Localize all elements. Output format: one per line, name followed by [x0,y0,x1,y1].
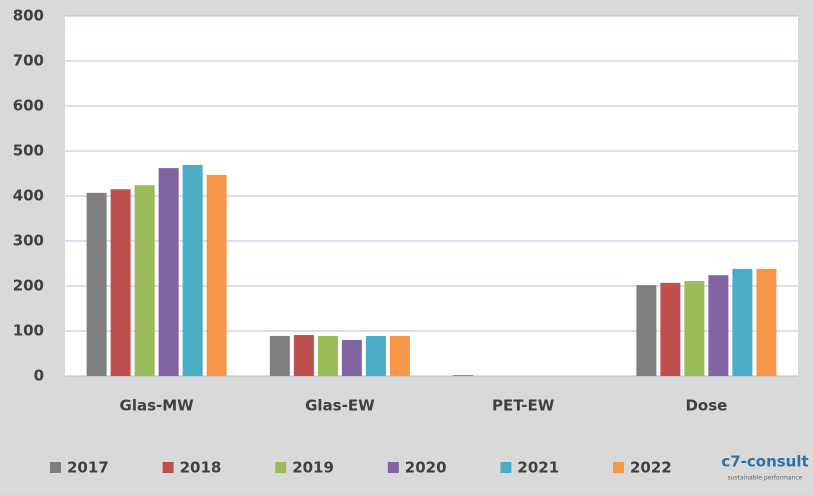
y-tick-label: 700 [13,52,44,70]
y-tick-label: 400 [13,187,44,205]
y-tick-label: 500 [13,142,44,160]
bar [158,168,179,376]
bar [636,285,657,376]
legend-swatch [162,462,174,473]
bar [206,174,227,376]
bar [110,189,131,376]
y-tick-label: 600 [13,97,44,115]
bar [365,335,386,376]
y-tick-label: 200 [13,277,44,295]
legend-swatch [613,462,624,473]
legend-label: 2021 [517,459,559,477]
y-tick-label: 100 [13,322,44,340]
bar [293,335,314,376]
legend-swatch [275,462,287,473]
bar [660,282,681,376]
bar [756,268,777,376]
y-tick-label: 300 [13,232,44,250]
x-tick-label: PET-EW [492,397,555,415]
y-tick-label: 0 [34,367,44,385]
bar [182,164,203,376]
bar [732,268,753,376]
bar [708,275,729,376]
legend-label: 2018 [180,459,222,477]
bar [341,340,362,376]
legend-label: 2017 [67,459,109,477]
logo-name: c7-consult [721,453,808,471]
bar [317,335,338,376]
legend-label: 2020 [405,459,447,477]
legend-swatch [50,462,61,473]
bar [86,192,107,376]
legend-swatch [387,462,399,473]
y-tick-label: 800 [13,7,44,25]
bar [684,281,705,376]
bar [389,335,410,376]
legend-swatch [500,462,512,473]
x-tick-label: Glas-MW [120,397,195,415]
legend-label: 2022 [630,459,672,477]
legend-label: 2019 [292,459,334,477]
x-tick-label: Dose [685,397,727,415]
bar [269,335,290,376]
x-tick-label: Glas-EW [305,397,375,415]
bar [453,375,474,376]
bar [134,185,155,376]
logo-tagline: sustainable performance [728,475,803,482]
